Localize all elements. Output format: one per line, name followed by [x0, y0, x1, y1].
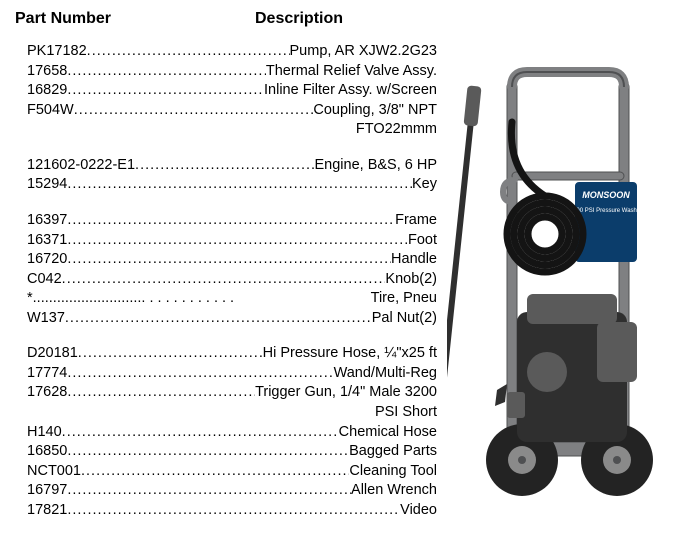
leader-dots	[62, 423, 339, 443]
part-description: Wand/Multi-Reg	[334, 364, 437, 384]
leader-dots	[74, 101, 314, 121]
parts-row: 16720 Handle	[27, 250, 437, 270]
group-gap	[27, 140, 437, 156]
column-headers: Part Number Description	[15, 10, 662, 28]
part-number: D20181	[27, 344, 78, 364]
leader-dots	[67, 250, 391, 270]
leader-dots	[67, 211, 395, 231]
parts-list: PK17182 Pump, AR XJW2.2G2317658 Thermal …	[15, 42, 437, 520]
parts-row: C042 Knob(2)	[27, 270, 437, 290]
part-description: Foot	[408, 231, 437, 251]
part-number: 15294	[27, 175, 67, 195]
part-number: 16829	[27, 81, 67, 101]
part-description: Tire, Pneu	[371, 289, 437, 309]
part-number: H140	[27, 423, 62, 443]
parts-row: 16829 Inline Filter Assy. w/Screen	[27, 81, 437, 101]
part-number: NCT001	[27, 462, 81, 482]
leader-dots	[62, 270, 386, 290]
parts-row: PK17182 Pump, AR XJW2.2G23	[27, 42, 437, 62]
part-number: F504W	[27, 101, 74, 121]
leader-dots	[67, 481, 351, 501]
part-number: 16850	[27, 442, 67, 462]
leader-dots	[67, 175, 412, 195]
part-description: Allen Wrench	[351, 481, 437, 501]
leader-dots	[81, 462, 349, 482]
part-number: 16720	[27, 250, 67, 270]
leader-dots	[135, 156, 314, 176]
part-description: Engine, B&S, 6 HP	[314, 156, 437, 176]
parts-row: 17628 Trigger Gun, 1/4" Male 3200	[27, 383, 437, 403]
product-illustration: MONSOON2400 PSI Pressure Washer	[437, 42, 677, 502]
parts-row: * ............................ . . . . .…	[27, 289, 437, 309]
parts-row: D20181 Hi Pressure Hose, ¼"x25 ft	[27, 344, 437, 364]
part-description: Pal Nut(2)	[372, 309, 437, 329]
part-number: 121602-0222-E1	[27, 156, 135, 176]
leader-dots	[67, 62, 266, 82]
parts-row: 121602-0222-E1 Engine, B&S, 6 HP	[27, 156, 437, 176]
parts-row: 15294 Key	[27, 175, 437, 195]
parts-row: 16797 Allen Wrench	[27, 481, 437, 501]
part-description: Frame	[395, 211, 437, 231]
part-description: Bagged Parts	[349, 442, 437, 462]
group-gap	[27, 195, 437, 211]
part-description: Chemical Hose	[339, 423, 437, 443]
part-number: 17821	[27, 501, 67, 521]
part-description: Cleaning Tool	[349, 462, 437, 482]
part-description: Knob(2)	[385, 270, 437, 290]
part-description: Handle	[391, 250, 437, 270]
part-description: Thermal Relief Valve Assy.	[266, 62, 437, 82]
leader-dots	[67, 231, 408, 251]
part-number: 17628	[27, 383, 67, 403]
parts-row: F504W Coupling, 3/8" NPT	[27, 101, 437, 121]
leader-dots	[67, 383, 255, 403]
parts-row: H140 Chemical Hose	[27, 423, 437, 443]
content-area: PK17182 Pump, AR XJW2.2G2317658 Thermal …	[15, 42, 662, 520]
parts-row: 17821 Video	[27, 501, 437, 521]
parts-row: 16397 Frame	[27, 211, 437, 231]
leader-dots	[87, 42, 290, 62]
part-number: PK17182	[27, 42, 87, 62]
leader-dots	[65, 309, 372, 329]
part-description-continued: PSI Short	[27, 403, 437, 423]
parts-row: NCT001 Cleaning Tool	[27, 462, 437, 482]
header-description: Description	[255, 10, 343, 28]
part-number: 16797	[27, 481, 67, 501]
part-description: Hi Pressure Hose, ¼"x25 ft	[263, 344, 437, 364]
part-description: Inline Filter Assy. w/Screen	[264, 81, 437, 101]
part-number: 16397	[27, 211, 67, 231]
leader-dots	[67, 501, 400, 521]
leader-dots: ............................ . . . . . .…	[33, 289, 371, 309]
parts-row: 16371 Foot	[27, 231, 437, 251]
leader-dots	[67, 364, 333, 384]
part-description: Coupling, 3/8" NPT	[313, 101, 437, 121]
group-gap	[27, 328, 437, 344]
part-description: Pump, AR XJW2.2G23	[290, 42, 437, 62]
part-number: 16371	[27, 231, 67, 251]
part-number: W137	[27, 309, 65, 329]
part-description-continued: FTO22mmm	[27, 120, 437, 140]
part-description: Key	[412, 175, 437, 195]
part-description: Trigger Gun, 1/4" Male 3200	[255, 383, 437, 403]
parts-row: 17774 Wand/Multi-Reg	[27, 364, 437, 384]
header-part-number: Part Number	[15, 10, 255, 28]
svg-text:MONSOON: MONSOON	[582, 190, 630, 200]
leader-dots	[67, 442, 349, 462]
parts-row: 16850 Bagged Parts	[27, 442, 437, 462]
part-number: 17774	[27, 364, 67, 384]
leader-dots	[78, 344, 263, 364]
part-number: C042	[27, 270, 62, 290]
part-description: Video	[400, 501, 437, 521]
parts-row: W137 Pal Nut(2)	[27, 309, 437, 329]
part-number: 17658	[27, 62, 67, 82]
leader-dots	[67, 81, 264, 101]
parts-row: 17658 Thermal Relief Valve Assy.	[27, 62, 437, 82]
